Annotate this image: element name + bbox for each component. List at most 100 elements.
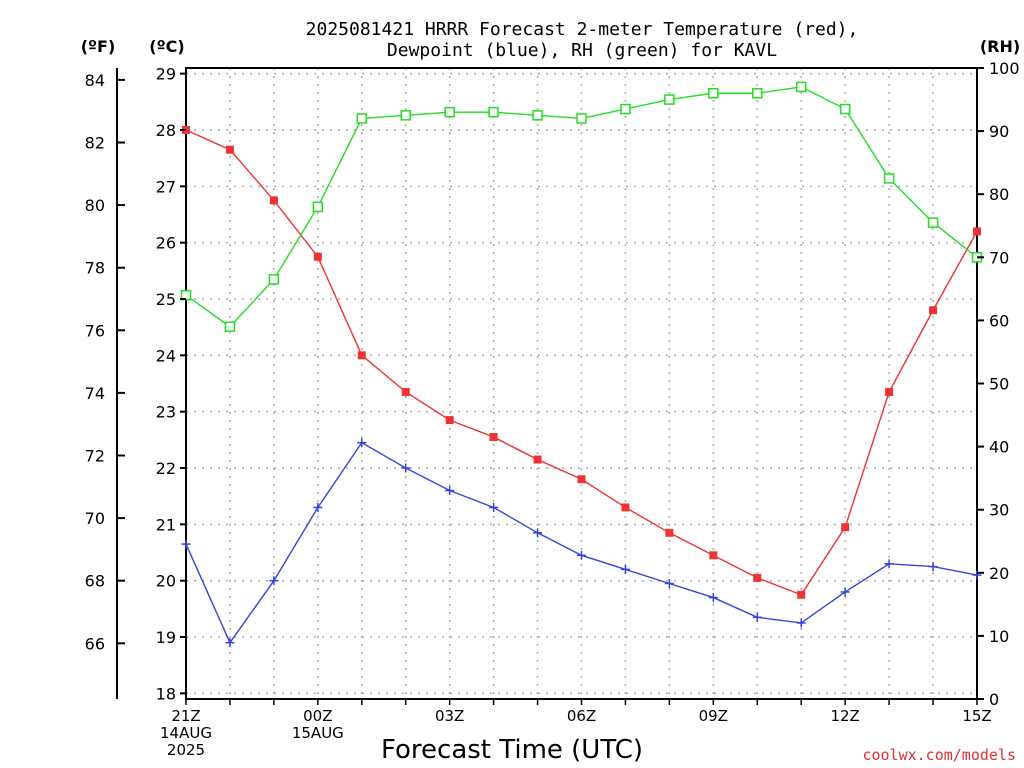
temperature-point (929, 306, 938, 315)
temperature-point (577, 475, 586, 484)
dewpoint-point (533, 528, 543, 538)
rh-point (620, 103, 631, 115)
x-tick-label: 03Z (435, 707, 464, 725)
fahrenheit-tick-label: 74 (85, 384, 105, 403)
temperature-point (753, 573, 762, 582)
celsius-tick-label: 25 (156, 290, 176, 309)
celsius-tick-label: 18 (156, 684, 176, 703)
dewpoint-point (357, 438, 367, 448)
fahrenheit-unit-label: (ºF) (81, 37, 116, 56)
x-tick-label: 12Z (830, 707, 859, 725)
dewpoint-point (313, 502, 323, 512)
temperature-point (797, 590, 806, 599)
x-tick-label: 14AUG (160, 724, 212, 742)
rh-point (664, 94, 675, 105)
temperature-point (225, 145, 234, 154)
rh-point (927, 217, 939, 228)
fahrenheit-tick-label: 84 (85, 71, 105, 90)
celsius-tick-label: 26 (156, 234, 176, 253)
rh-point (224, 321, 236, 332)
temperature-point (401, 387, 410, 396)
dewpoint-point (664, 579, 674, 589)
fahrenheit-tick-label: 72 (85, 446, 105, 465)
axes-layer: 66 68 70 72 74 76 78 80 82 84 18 19 20 21 22 23 24 25 26 27… (85, 59, 1020, 759)
rh-tick-label: 60 (989, 311, 1009, 330)
x-tick-label: 00Z (303, 707, 332, 725)
dewpoint-point (225, 638, 235, 648)
temperature-point (841, 523, 850, 532)
series-layer (180, 81, 983, 648)
celsius-tick-label: 24 (156, 346, 176, 365)
temperature-point (973, 227, 981, 236)
rh-tick-label: 70 (989, 248, 1009, 267)
rh-point (488, 106, 499, 118)
temperature-point (709, 551, 718, 560)
dewpoint-point (489, 502, 499, 512)
celsius-tick-label: 20 (156, 572, 176, 591)
rh-point (839, 103, 851, 115)
rh-tick-label: 30 (989, 501, 1009, 520)
rh-point (532, 110, 543, 121)
fahrenheit-tick-label: 68 (85, 572, 105, 591)
chart-title-line2: Dewpoint (blue), RH (green) for KAVL (387, 40, 777, 61)
rh-tick-label: 80 (989, 185, 1009, 204)
rh-unit-label: (RH) (980, 37, 1020, 56)
x-tick-label: 06Z (567, 707, 596, 725)
chart-title-line1: 2025081421 HRRR Forecast 2-meter Tempera… (306, 19, 859, 40)
fahrenheit-tick-label: 66 (85, 634, 105, 653)
rh-tick-label: 0 (989, 690, 999, 709)
celsius-tick-label: 19 (156, 628, 176, 647)
temperature-point (489, 433, 498, 442)
x-tick-label: 21Z (171, 707, 200, 725)
rh-point (795, 81, 807, 93)
fahrenheit-tick-label: 76 (85, 321, 105, 340)
temperature-point (621, 503, 630, 512)
temperature-point (885, 387, 894, 396)
rh-tick-label: 40 (989, 438, 1009, 457)
temperature-point (533, 455, 542, 464)
dewpoint-point (445, 486, 455, 496)
dewpoint-point (181, 539, 191, 549)
temperature-point (313, 252, 322, 261)
celsius-tick-label: 22 (156, 459, 176, 478)
rh-point (883, 173, 895, 184)
fahrenheit-tick-label: 82 (85, 133, 105, 152)
grid-lines (186, 68, 977, 699)
rh-tick-label: 50 (989, 375, 1009, 394)
x-axis-label: Forecast Time (UTC) (381, 735, 643, 765)
dewpoint-point (577, 550, 586, 560)
rh-tick-label: 10 (989, 627, 1009, 646)
celsius-tick-label: 27 (156, 177, 176, 196)
dewpoint-point (840, 587, 850, 597)
fahrenheit-tick-label: 70 (85, 509, 105, 528)
x-tick-label: 15AUG (292, 724, 344, 742)
celsius-tick-label: 21 (156, 515, 176, 534)
temperature-point (445, 416, 454, 425)
dewpoint-point (752, 612, 762, 622)
temperature-point (269, 196, 278, 205)
x-tick-label: 2025 (167, 741, 205, 759)
temperature-point (665, 528, 674, 537)
dewpoint-point (708, 593, 718, 603)
rh-tick-label: 20 (989, 564, 1009, 583)
dewpoint-point (620, 564, 630, 574)
rh-tick-label: 90 (989, 122, 1009, 141)
rh-point (444, 106, 455, 118)
dewpoint-point (401, 463, 411, 473)
x-tick-label: 09Z (699, 707, 728, 725)
rh-point (312, 201, 324, 213)
rh-point (576, 113, 587, 124)
x-tick-label: 15Z (962, 707, 991, 725)
celsius-tick-label: 28 (156, 121, 176, 140)
dewpoint-point (884, 559, 894, 569)
credit-text: coolwx.com/models (862, 746, 1016, 764)
rh-point (268, 274, 280, 285)
rh-point (400, 110, 411, 121)
fahrenheit-tick-label: 80 (85, 196, 105, 215)
temperature-point (357, 351, 366, 360)
dewpoint-point (269, 576, 279, 586)
fahrenheit-tick-label: 78 (85, 259, 105, 278)
rh-point (356, 113, 368, 124)
rh-point (708, 87, 719, 99)
